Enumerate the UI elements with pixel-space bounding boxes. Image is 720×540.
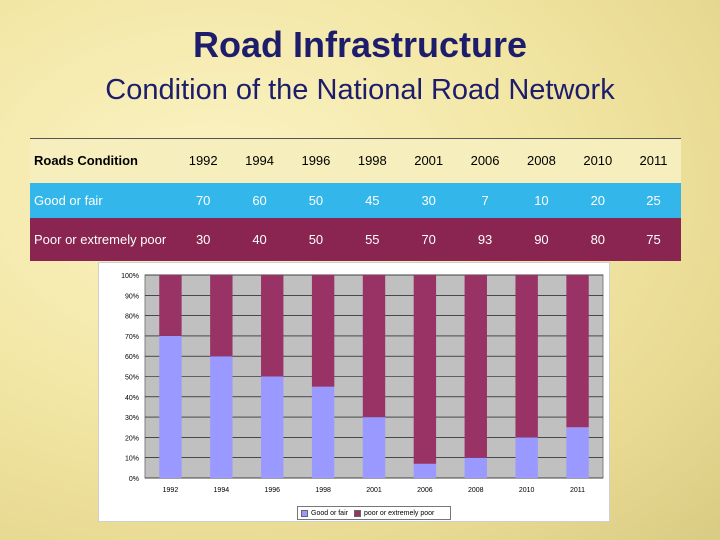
stacked-bar-chart: 0% 10% 20% 30% 40% 50% 60% 70% 80% 90% 100% 1992 199…	[98, 262, 610, 522]
table-header-year: 2010	[569, 138, 626, 183]
table-header-year: 1998	[344, 138, 401, 183]
table-cell: 75	[626, 217, 681, 261]
table-header-year: 2001	[400, 138, 457, 183]
table-cell: 45	[344, 182, 401, 218]
bar-segment-poor	[413, 275, 437, 464]
y-tick-label: 100%	[121, 273, 139, 280]
y-tick-label: 30%	[125, 415, 139, 422]
x-tick-label: 1996	[264, 487, 280, 494]
table-cell: 80	[569, 217, 626, 261]
bar-segment-poor	[311, 275, 335, 387]
row-label: Poor or extremely poor	[30, 217, 175, 261]
bar-segment-good	[311, 386, 335, 478]
table-cell: 70	[400, 217, 457, 261]
table-cell: 30	[400, 182, 457, 218]
y-tick-label: 90%	[125, 293, 139, 300]
table-cell: 70	[175, 182, 232, 218]
bar-segment-good	[210, 356, 233, 478]
table-cell: 40	[231, 217, 288, 261]
y-tick-label: 0%	[129, 476, 139, 483]
table-row-good-or-fair: Good or fair 70 60 50 45 30 7 10 20 25	[30, 182, 681, 218]
x-tick-label: 2001	[366, 487, 382, 494]
row-label: Good or fair	[30, 182, 175, 218]
bar-segment-poor	[362, 275, 386, 418]
x-tick-label: 2010	[519, 487, 535, 494]
table-header-year: 1996	[287, 138, 345, 183]
bar-segment-good	[566, 427, 589, 478]
bar-segment-poor	[159, 275, 182, 336]
table-cell: 25	[626, 182, 681, 218]
bar-segment-good	[362, 417, 386, 478]
table-cell: 50	[287, 182, 345, 218]
slide-title: Road Infrastructure	[192, 24, 528, 65]
table-row-poor: Poor or extremely poor 30 40 50 55 70 93…	[30, 217, 681, 261]
table-header-year: 2006	[456, 138, 514, 183]
x-tick-label: 1998	[315, 487, 331, 494]
table-cell: 7	[456, 182, 514, 218]
y-tick-label: 20%	[125, 435, 139, 442]
y-tick-label: 50%	[125, 375, 139, 382]
chart-svg: 0% 10% 20% 30% 40% 50% 60% 70% 80% 90% 100% 1992 199…	[121, 273, 604, 494]
bar-segment-poor	[464, 275, 487, 458]
legend-swatch-good	[301, 509, 308, 517]
bar-segment-poor	[566, 275, 589, 428]
table-header-year: 2008	[513, 138, 570, 183]
table-header-year: 1994	[231, 138, 288, 183]
bar-segment-good	[464, 457, 487, 478]
table-cell: 20	[569, 182, 626, 218]
y-tick-label: 70%	[125, 334, 139, 341]
road-condition-table: Roads Condition 1992 1994 1996 1998 2001…	[30, 138, 681, 261]
table-cell: 90	[513, 217, 570, 261]
bar-segment-good	[515, 437, 538, 478]
table-header-row: Roads Condition 1992 1994 1996 1998 2001…	[30, 138, 681, 183]
y-tick-label: 60%	[125, 354, 139, 361]
table-cell: 30	[175, 217, 232, 261]
bar-segment-good	[261, 376, 284, 478]
table-header-label: Roads Condition	[30, 138, 175, 183]
table-cell: 55	[344, 217, 401, 261]
y-tick-label: 80%	[125, 314, 139, 321]
table-cell: 10	[513, 182, 570, 218]
bar-segment-poor	[210, 275, 233, 357]
slide-subtitle: Condition of the National Road Network	[105, 74, 615, 106]
y-tick-label: 10%	[125, 456, 139, 463]
y-tick-label: 40%	[125, 395, 139, 402]
table-header-year: 2011	[626, 138, 681, 183]
table-header-year: 1992	[175, 138, 232, 183]
bar-segment-good	[413, 463, 437, 478]
x-tick-label: 1994	[214, 487, 230, 494]
table-cell: 93	[456, 217, 514, 261]
legend-label-good: Good or fair	[311, 509, 348, 517]
bar-segment-poor	[515, 275, 538, 438]
legend-swatch-poor	[353, 509, 361, 517]
bar-segment-good	[159, 335, 182, 478]
x-tick-label: 2008	[468, 487, 484, 494]
chart-legend: Good or fair poor or extremely poor	[297, 506, 451, 520]
legend-label-poor: poor or extremely poor	[363, 509, 435, 517]
bar-segment-poor	[261, 275, 284, 377]
x-tick-label: 2006	[417, 487, 433, 494]
x-tick-label: 2011	[570, 487, 585, 494]
x-tick-label: 1992	[163, 487, 179, 494]
table-cell: 60	[231, 182, 288, 218]
table-cell: 50	[287, 217, 345, 261]
